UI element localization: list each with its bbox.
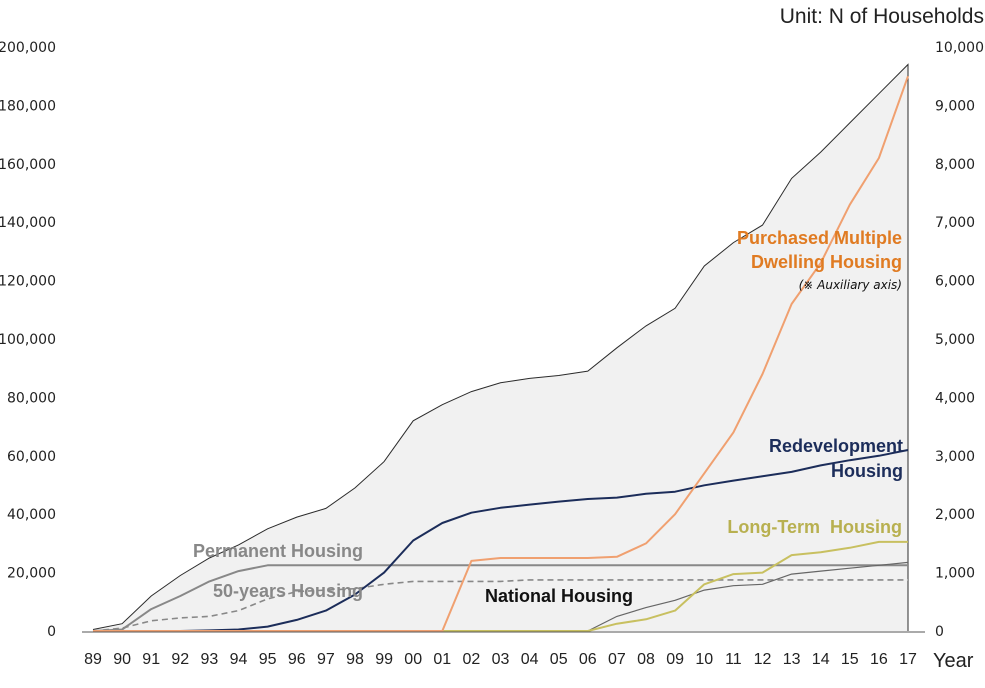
tick-labels-layer: 0 20,000 40,000 60,000 80,000 100,000 120,000 1… — [0, 40, 984, 668]
series-line-fifty-years — [92, 579, 908, 632]
y-left-tick-label: 160,000 — [0, 157, 56, 173]
y-right-tick-label: 0 — [935, 624, 944, 640]
x-tick-label: 16 — [870, 651, 888, 668]
y-right-tick-label: 10,000 — [935, 40, 984, 56]
y-right-tick-label: 6,000 — [935, 274, 975, 290]
x-tick-label: 01 — [433, 651, 451, 668]
y-left-tick-label: 120,000 — [0, 274, 56, 290]
x-tick-label: 15 — [841, 651, 859, 668]
y-right-tick-label: 9,000 — [935, 98, 975, 114]
y-left-tick-label: 20,000 — [7, 566, 56, 582]
y-left-tick-label: 180,000 — [0, 98, 56, 114]
x-tick-label: 11 — [725, 651, 742, 668]
series-lines-layer — [92, 75, 909, 632]
x-tick-label: 10 — [695, 651, 713, 668]
y-left-tick-label: 0 — [47, 624, 56, 640]
y-right-tick-label: 8,000 — [935, 157, 975, 173]
redevelopment-label-line2: Housing — [831, 461, 903, 481]
x-tick-label: 02 — [463, 651, 481, 668]
unit-label: Unit: N of Households — [780, 5, 984, 28]
x-tick-label: 96 — [288, 651, 306, 668]
y-right-tick-label: 7,000 — [935, 215, 975, 231]
y-right-tick-label: 4,000 — [935, 390, 975, 406]
y-right-tick-label: 5,000 — [935, 332, 975, 348]
y-left-tick-label: 40,000 — [7, 507, 56, 523]
series-line-purchased — [93, 75, 909, 632]
auxiliary-axis-note: (※ Auxiliary axis) — [799, 278, 902, 292]
y-left-tick-label: 60,000 — [7, 449, 56, 465]
x-tick-label: 17 — [899, 651, 917, 668]
x-tick-label: 00 — [404, 651, 422, 668]
x-tick-label: 13 — [783, 651, 801, 668]
x-tick-label: 90 — [113, 651, 131, 668]
series-line-permanent — [92, 564, 908, 632]
purchased-label-line1: Purchased Multiple — [737, 228, 902, 248]
x-tick-label: 89 — [84, 651, 102, 668]
y-right-tick-label: 2,000 — [935, 507, 975, 523]
total-area-layer — [92, 63, 909, 631]
x-tick-label: 97 — [317, 651, 335, 668]
x-tick-label: 98 — [346, 651, 364, 668]
x-tick-label: 03 — [492, 651, 510, 668]
permanent-label: Permanent Housing — [193, 541, 363, 561]
y-right-tick-label: 1,000 — [935, 566, 975, 582]
total-line — [92, 63, 909, 631]
x-axis-title: Year — [933, 650, 974, 672]
x-tick-label: 94 — [230, 651, 248, 668]
total-area-fill — [93, 64, 908, 631]
y-left-tick-label: 80,000 — [7, 390, 56, 406]
x-tick-label: 07 — [608, 651, 626, 668]
x-tick-label: 93 — [201, 651, 219, 668]
redevelopment-label-line1: Redevelopment — [769, 436, 903, 456]
x-tick-label: 95 — [259, 651, 277, 668]
x-tick-label: 04 — [521, 651, 539, 668]
national-label: National Housing — [485, 586, 633, 606]
y-left-tick-label: 100,000 — [0, 332, 56, 348]
x-tick-label: 08 — [637, 651, 655, 668]
x-tick-label: 91 — [142, 651, 160, 668]
x-tick-label: 12 — [754, 651, 772, 668]
x-tick-label: 09 — [666, 651, 684, 668]
purchased-label-line2: Dwelling Housing — [751, 252, 902, 272]
longterm-label: Long-Term Housing — [727, 517, 902, 537]
x-tick-label: 99 — [375, 651, 393, 668]
x-tick-label: 14 — [812, 651, 830, 668]
y-left-tick-label: 200,000 — [0, 40, 56, 56]
x-tick-label: 05 — [550, 651, 568, 668]
fifty-years-label: 50-years Housing — [213, 581, 363, 601]
y-left-tick-label: 140,000 — [0, 215, 56, 231]
y-right-tick-label: 3,000 — [935, 449, 975, 465]
x-tick-label: 92 — [171, 651, 189, 668]
x-tick-label: 06 — [579, 651, 597, 668]
series-line-redevelopment — [93, 449, 909, 632]
